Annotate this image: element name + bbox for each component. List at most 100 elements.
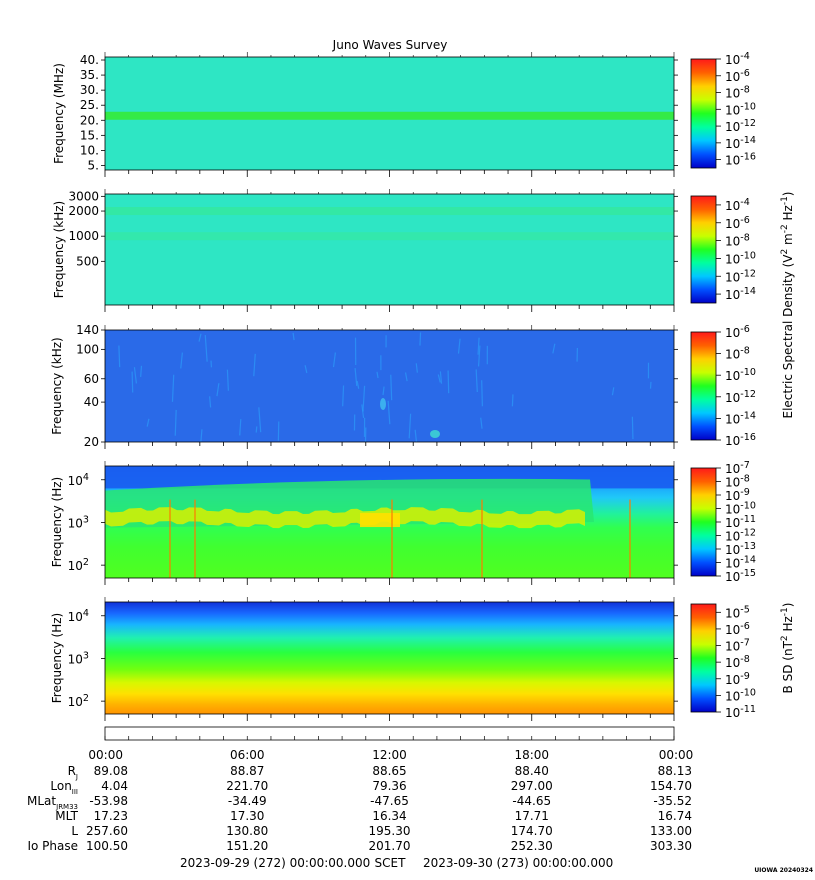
y-tick-label: 15. [80, 128, 99, 142]
y-tick-label: 103 [68, 514, 89, 530]
spectrogram-panels: 5.10.15.20.25.30.35.40. Frequency (MHz) 10… [50, 51, 756, 721]
ephemeris-value: 303.30 [650, 839, 692, 853]
y-tick-label: 30. [80, 83, 99, 97]
colorbar-label: 10-12 [725, 268, 756, 284]
colorbar-label: 10-6 [725, 215, 750, 231]
burst-streak [253, 353, 256, 377]
colorbar-label: 10-14 [725, 286, 756, 302]
colorbar-label: 10-8 [725, 233, 750, 249]
burst-streak [419, 332, 422, 346]
burst-streak [475, 369, 478, 392]
time-strip [104, 726, 675, 741]
scet-start: 2023-09-29 (272) 00:00:00.000 [180, 856, 370, 870]
burst-streak [362, 385, 366, 412]
colorbar-label: 10-14 [725, 555, 756, 571]
y-axis-label: Frequency (Hz) [50, 477, 64, 568]
y-tick-label: 100 [76, 342, 99, 356]
colorbar-label: 10-10 [725, 367, 756, 383]
magnetic-colorbar-title: B SD (nT2 Hz-1) [780, 603, 795, 694]
colorbar-label: 10-10 [725, 687, 756, 703]
burst-streak [304, 365, 308, 374]
ephemeris-value: 16.74 [658, 809, 692, 823]
colorbar-label: 10-8 [725, 85, 750, 101]
colorbar-label: 10-12 [725, 389, 756, 405]
burst-streak [133, 367, 137, 384]
burst-streak [354, 367, 358, 386]
colorbar-label: 10-16 [725, 432, 756, 448]
burst-streak [611, 387, 615, 396]
ephemeris-value: 88.65 [372, 764, 406, 778]
burst-streak [292, 332, 295, 341]
burst-streak [239, 419, 242, 436]
colorbar-label: 10-14 [725, 410, 756, 426]
y-tick-label: 10. [80, 143, 99, 157]
ephemeris-value: 257.60 [86, 824, 128, 838]
ephemeris-value: 154.70 [650, 779, 692, 793]
ephemeris-value: -53.98 [89, 794, 128, 808]
panel-magnetic-plot [105, 602, 674, 714]
burst-streak [511, 394, 514, 407]
colorbar-label: 10-8 [725, 474, 750, 490]
ephemeris-row-label: L [71, 824, 78, 838]
colorbar-frame [690, 58, 717, 169]
colorbar-label: 10-8 [725, 346, 750, 362]
y-tick-label: 2000 [68, 204, 99, 218]
ephemeris-value: 221.70 [226, 779, 268, 793]
y-axis-label: Frequency (kHz) [50, 337, 64, 434]
burst-streak [457, 338, 461, 354]
burst-streak [131, 371, 134, 393]
burst-streak [404, 372, 408, 382]
y-tick-label: 3000 [68, 189, 99, 203]
colorbar [691, 604, 716, 712]
ephemeris-value: 174.70 [511, 824, 553, 838]
chart-title: Juno Waves Survey [332, 38, 448, 52]
time-tick-label: 00:00 [88, 748, 123, 762]
panel-lfr-low: 102 103 104 Frequency (Hz) 10-710-810-910-10… [50, 460, 756, 585]
y-tick-label: 140 [76, 323, 99, 337]
ephemeris-value: -47.65 [370, 794, 409, 808]
colorbar [691, 59, 716, 168]
colorbar-label: 10-11 [725, 514, 756, 530]
burst-streak [415, 363, 418, 373]
burst-streak [552, 343, 556, 354]
y-axis-label: Frequency (MHz) [52, 63, 66, 164]
colorbar [691, 196, 716, 303]
time-tick-label: 06:00 [230, 748, 265, 762]
ephemeris-value: 201.70 [369, 839, 411, 853]
ephemeris-value: 100.50 [86, 839, 128, 853]
ephemeris-value: 17.71 [515, 809, 549, 823]
ephemeris-value: -35.52 [653, 794, 692, 808]
ephemeris-value: 88.87 [230, 764, 264, 778]
colorbar-label: 10-12 [725, 528, 756, 544]
burst-streak [631, 416, 634, 440]
colorbar [691, 332, 716, 440]
ephemeris-value: 133.00 [650, 824, 692, 838]
y-tick-label: 102 [68, 557, 89, 573]
colorbar-label: 10-10 [725, 501, 756, 517]
ephemeris-row-label: LonIII [50, 779, 78, 796]
burst-streak [332, 352, 336, 368]
ephemeris-value: 130.80 [226, 824, 268, 838]
ephemeris-value: 151.20 [226, 839, 268, 853]
ephemeris-row-label: MLatJRM33 [27, 794, 78, 811]
colorbar-label: 10-15 [725, 568, 756, 584]
colorbar-label: 10-10 [725, 250, 756, 266]
burst-streak [414, 429, 418, 443]
y-tick-label: 500 [76, 254, 99, 268]
burst-streak [390, 374, 393, 401]
scet-end: 2023-09-30 (273) 00:00:00.000 [423, 856, 613, 870]
processing-stamp: UIOWA 20240324 [754, 867, 813, 874]
colorbar-label: 10-6 [725, 621, 750, 637]
burst-streak [198, 333, 202, 342]
colorbar-label: 10-7 [725, 460, 750, 476]
ephemeris-value: 89.08 [94, 764, 128, 778]
ephemeris-row-label: MLT [55, 809, 78, 823]
burst-streak [439, 371, 443, 384]
colorbar-label: 10-7 [725, 638, 750, 654]
burst-streak [200, 429, 203, 443]
burst-streak [204, 335, 208, 362]
colorbar-label: 10-4 [725, 51, 750, 67]
emission-peak [360, 513, 400, 528]
emission-band [105, 207, 674, 216]
